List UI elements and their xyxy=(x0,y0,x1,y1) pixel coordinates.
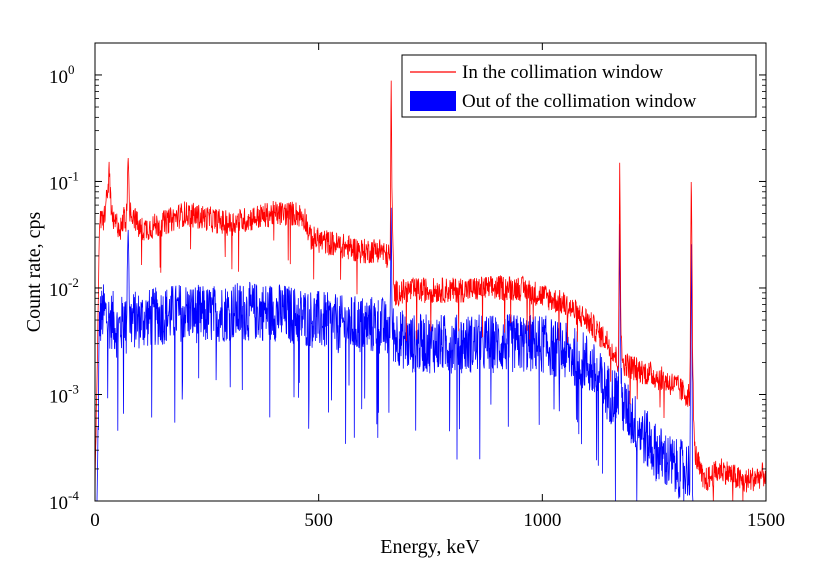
legend-entries: In the collimation window Out of the coll… xyxy=(410,62,697,112)
legend-swatch-1 xyxy=(410,91,456,111)
ticks-layer xyxy=(94,42,767,502)
tick-labels-layer: 0 500 1000 1500 100 10-1 10-2 10-3 10-4 xyxy=(49,62,785,531)
legend: In the collimation window Out of the coll… xyxy=(401,54,757,118)
y-tick-label-2: 10-2 xyxy=(49,275,79,301)
x-tick-label-2: 1000 xyxy=(523,510,561,531)
series-layer xyxy=(94,80,767,502)
plot-frame xyxy=(94,42,767,502)
series-line-0 xyxy=(94,80,767,502)
legend-label-0: In the collimation window xyxy=(462,62,663,83)
legend-box xyxy=(401,54,757,118)
y-axis-label: Count rate, cps xyxy=(23,212,45,333)
y-tick-label-3: 10-3 xyxy=(49,381,79,407)
y-tick-label-4: 10-4 xyxy=(49,488,79,514)
x-tick-label-1: 500 xyxy=(304,510,333,531)
series-line-1 xyxy=(95,207,766,502)
x-axis-label: Energy, keV xyxy=(380,536,480,558)
x-tick-label-3: 1500 xyxy=(747,510,785,531)
x-tick-label-0: 0 xyxy=(90,510,100,531)
legend-label-1: Out of the collimation window xyxy=(462,91,697,112)
y-tick-label-1: 10-1 xyxy=(49,168,79,194)
y-tick-label-0: 100 xyxy=(49,62,75,88)
plot-area xyxy=(95,43,766,501)
